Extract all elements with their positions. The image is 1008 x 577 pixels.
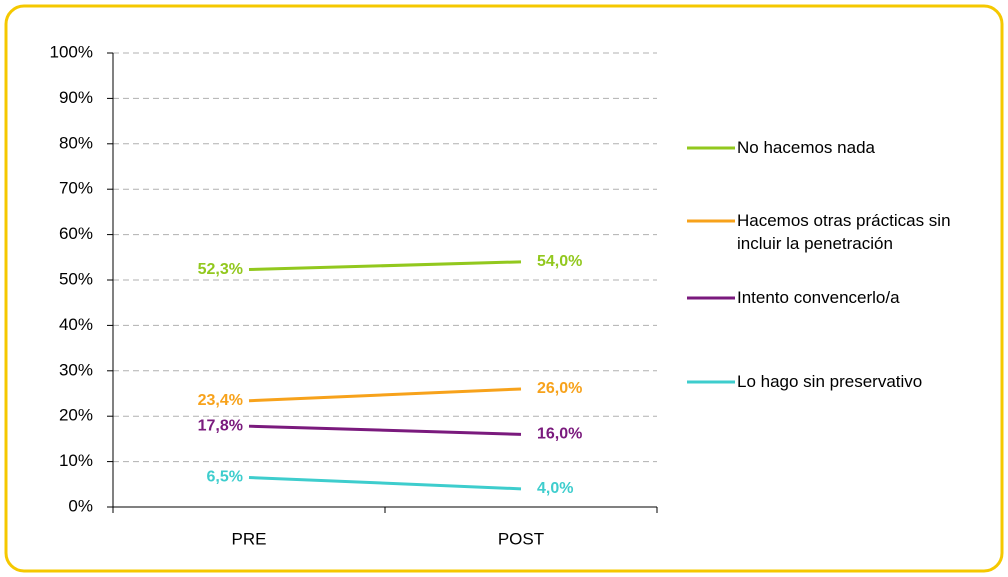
data-label: 23,4% (198, 392, 243, 409)
series-line (248, 387, 522, 403)
series-line (248, 475, 522, 491)
y-tick-label: 100% (50, 42, 93, 61)
data-label: 52,3% (198, 261, 243, 278)
series-line (248, 260, 522, 272)
chart-frame (4, 4, 1004, 573)
series-line (248, 424, 522, 436)
y-tick-label: 30% (59, 360, 93, 379)
y-tick-label: 60% (59, 224, 93, 243)
legend-label: No hacemos nada (737, 138, 875, 157)
data-label: 54,0% (537, 253, 582, 270)
y-tick-label: 20% (59, 406, 93, 425)
legend-label: Intento convencerlo/a (737, 288, 900, 307)
y-tick-label: 70% (59, 179, 93, 198)
y-tick-label: 40% (59, 315, 93, 334)
x-tick-label: POST (498, 529, 544, 548)
data-label: 17,8% (198, 417, 243, 434)
legend-label: Lo hago sin preservativo (737, 372, 923, 391)
data-label: 4,0% (537, 480, 573, 497)
y-tick-label: 90% (59, 88, 93, 107)
y-tick-label: 80% (59, 133, 93, 152)
y-tick-label: 0% (68, 496, 93, 515)
data-label: 26,0% (537, 380, 582, 397)
y-tick-label: 50% (59, 269, 93, 288)
data-label: 6,5% (207, 469, 243, 486)
legend-label: Hacemos otras prácticas sin incluir la p… (737, 211, 951, 253)
x-tick-label: PRE (232, 529, 267, 548)
y-tick-label: 10% (59, 451, 93, 470)
data-label: 16,0% (537, 426, 582, 443)
